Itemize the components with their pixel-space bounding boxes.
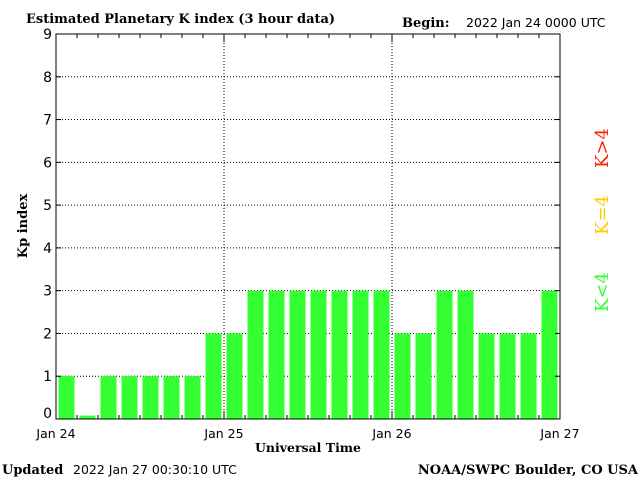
kp-bar (100, 376, 117, 419)
y-tick-label: 9 (43, 27, 52, 43)
bars (58, 290, 558, 419)
y-tick-label: 3 (43, 284, 52, 300)
y-tick-label: 5 (43, 198, 52, 214)
x-axis-ticks: Jan 24 Jan 25 Jan 26 Jan 27 (35, 34, 580, 441)
kp-bar (457, 290, 474, 419)
y-axis-ticks: 0 1 2 3 4 5 6 7 8 9 (43, 27, 560, 422)
kp-bar (142, 376, 159, 419)
y-tick-label: 4 (43, 241, 52, 257)
kp-bar (331, 290, 348, 419)
x-tick-label: Jan 27 (539, 426, 579, 441)
kp-bar (58, 376, 75, 419)
kp-bar (373, 290, 390, 419)
kp-bar (499, 333, 516, 419)
kp-bar (247, 290, 264, 419)
kp-bar (352, 290, 369, 419)
y-tick-label: 1 (43, 369, 52, 385)
y-axis-label: Kp index (16, 194, 31, 259)
y-tick-label: 7 (43, 113, 52, 129)
source-credit: NOAA/SWPC Boulder, CO USA (418, 463, 639, 478)
kp-bar (394, 333, 411, 419)
kp-bar (289, 290, 306, 419)
y-tick-label: 2 (43, 326, 52, 342)
updated-value: 2022 Jan 27 00:30:10 UTC (73, 462, 237, 477)
x-tick-label: Jan 26 (371, 426, 411, 441)
y-tick-label: 0 (43, 406, 52, 422)
kp-bar (541, 290, 558, 419)
kp-bar (205, 333, 222, 419)
x-axis-label: Universal Time (255, 440, 361, 455)
kp-bar (436, 290, 453, 419)
kp-bar (79, 415, 96, 419)
kp-bar (121, 376, 138, 419)
begin-label: Begin: (402, 16, 450, 31)
begin-value: 2022 Jan 24 0000 UTC (466, 15, 606, 30)
legend-k-equal-4: K=4 (592, 195, 613, 235)
grid-lines (56, 34, 560, 419)
legend-k-greater-4: K>4 (592, 128, 613, 168)
updated-label: Updated (2, 463, 63, 478)
x-tick-label: Jan 24 (35, 426, 75, 441)
chart-title: Estimated Planetary K index (3 hour data… (26, 12, 335, 27)
kp-bar (226, 333, 243, 419)
legend-k-less-4: K<4 (592, 272, 613, 312)
kp-bar (268, 290, 285, 419)
kp-bar (184, 376, 201, 419)
y-tick-label: 8 (43, 70, 52, 86)
kp-bar (478, 333, 495, 419)
x-tick-label: Jan 25 (203, 426, 243, 441)
kp-bar (415, 333, 432, 419)
kp-bar (520, 333, 537, 419)
kp-bar (163, 376, 180, 419)
y-tick-label: 6 (43, 155, 52, 171)
kp-bar (310, 290, 327, 419)
